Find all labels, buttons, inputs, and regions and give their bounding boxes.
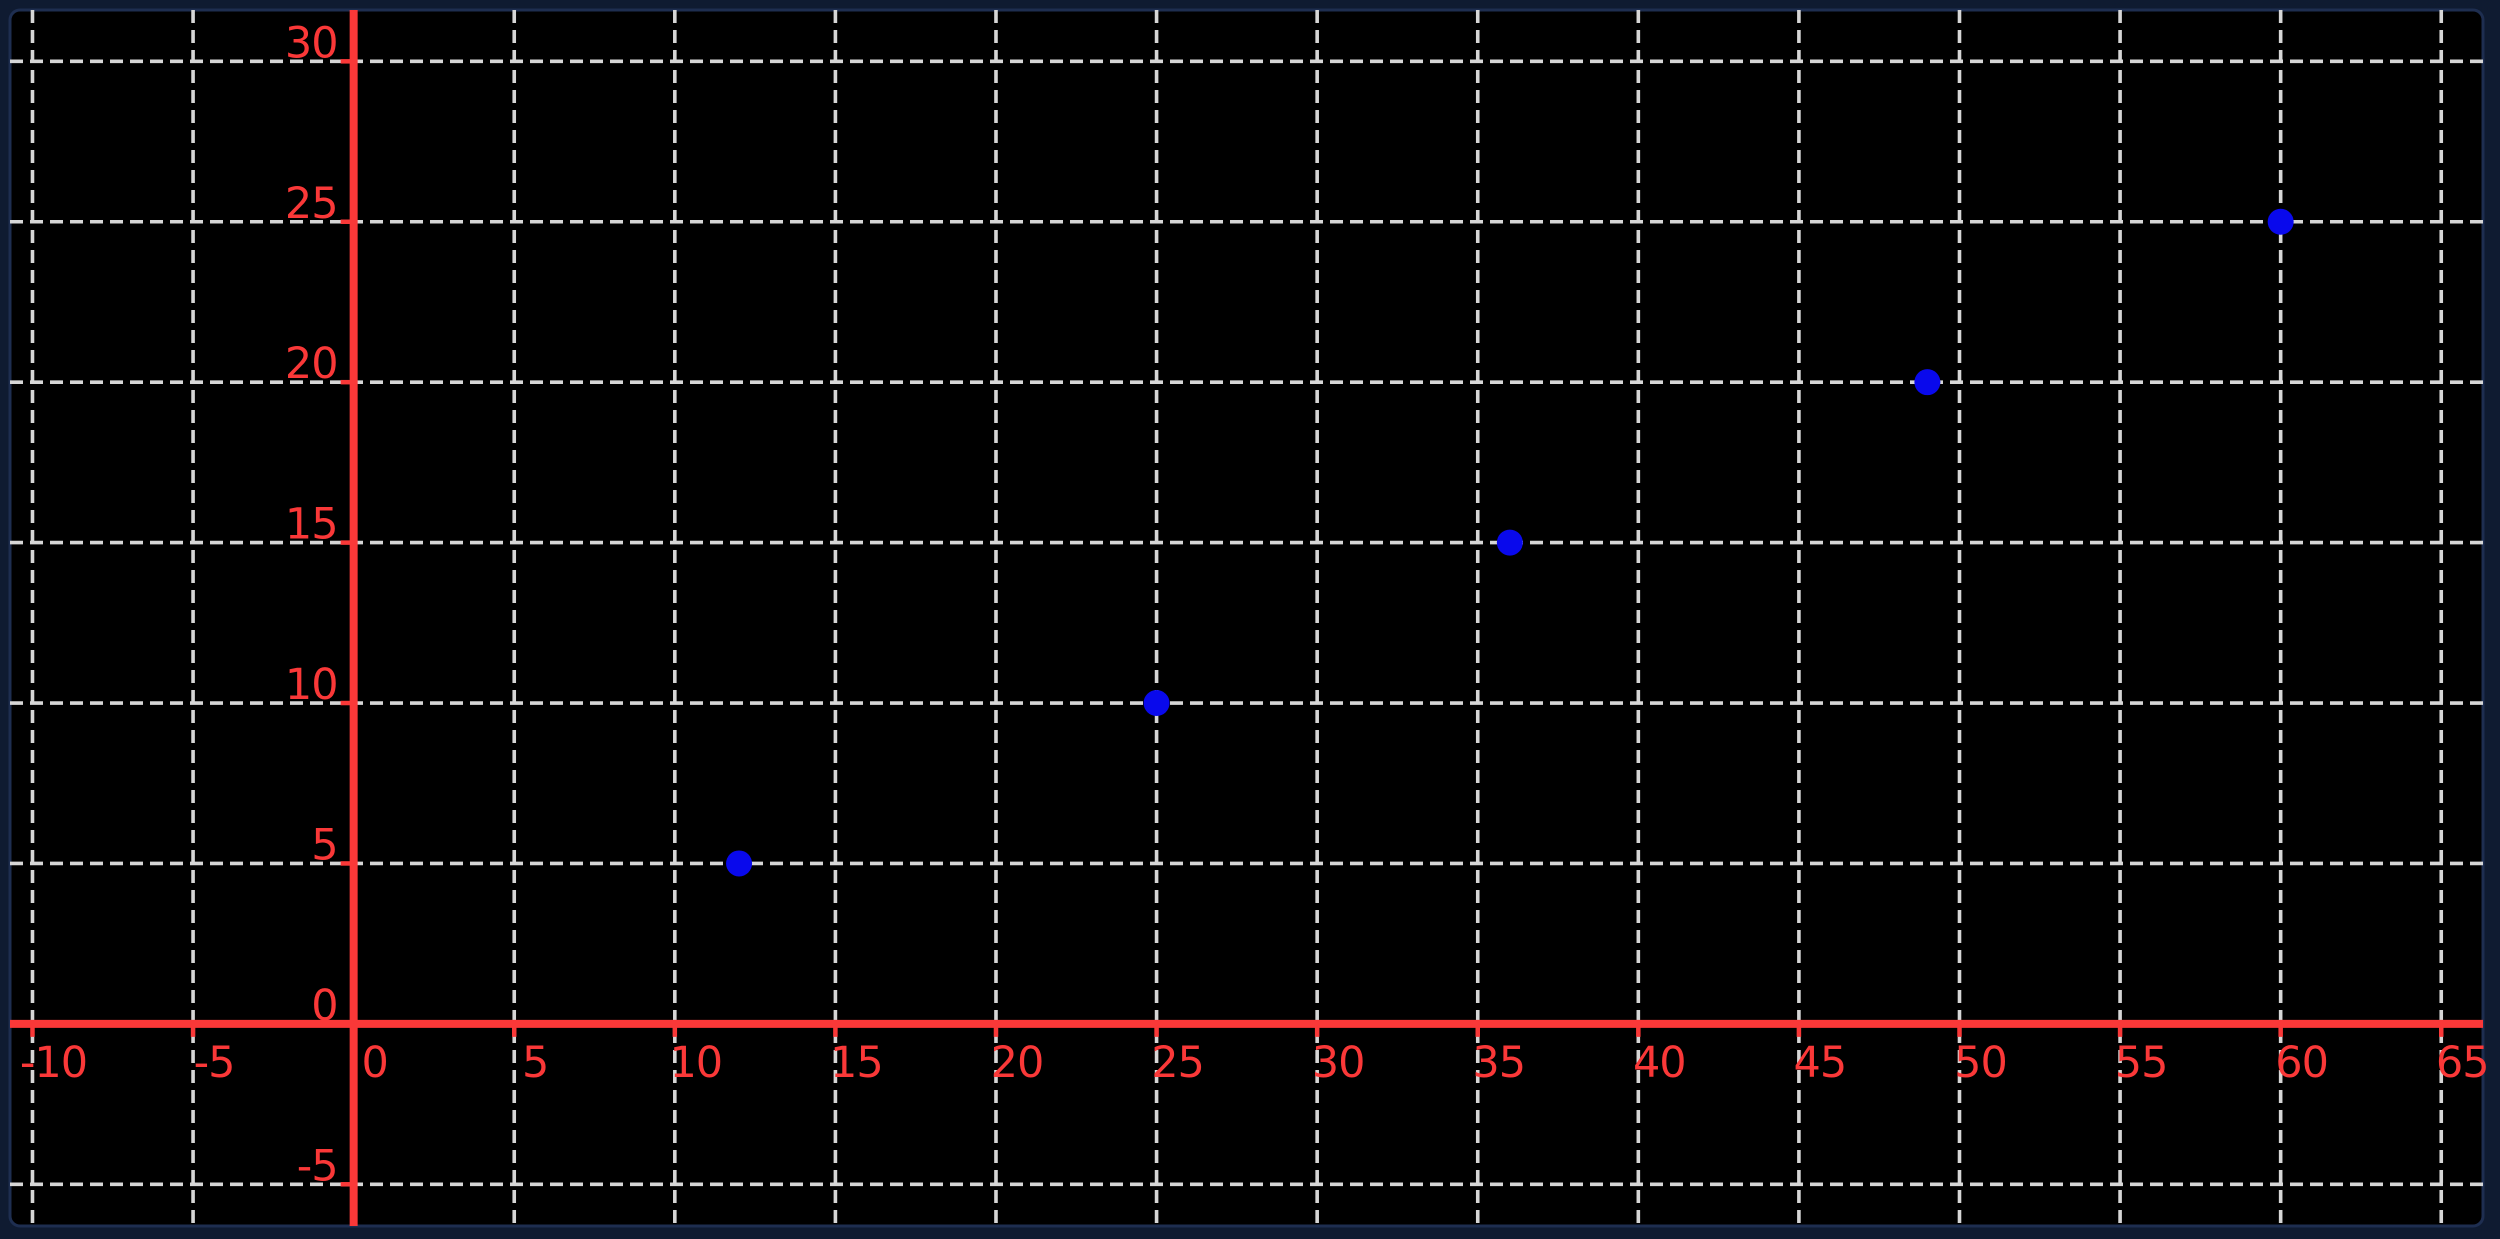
x-tick-label: 35 [1472, 1038, 1525, 1088]
data-point [726, 850, 753, 877]
x-tick-label: 30 [1312, 1038, 1365, 1088]
x-tick-label: 55 [2115, 1038, 2168, 1088]
x-tick-label: -5 [194, 1038, 235, 1088]
x-tick-label: 65 [2436, 1038, 2489, 1088]
y-tick-label: -5 [297, 1141, 338, 1191]
x-tick-label: 15 [830, 1038, 883, 1088]
plot-area [8, 8, 2485, 1228]
data-point [1143, 690, 1170, 717]
x-tick-label: 5 [522, 1038, 548, 1088]
y-tick-label: 10 [285, 660, 338, 710]
data-point [2267, 208, 2294, 235]
data-point [1914, 369, 1941, 396]
y-tick-label: 30 [285, 18, 338, 68]
x-tick-label: 60 [2275, 1038, 2328, 1088]
x-tick-label: 50 [1954, 1038, 2007, 1088]
y-tick-label: 20 [285, 339, 338, 389]
x-tick-label: 10 [669, 1038, 722, 1088]
y-tick-label: 0 [311, 981, 337, 1031]
x-tick-label: 0 [361, 1038, 387, 1088]
x-tick-label: 40 [1633, 1038, 1686, 1088]
x-tick-label: 45 [1794, 1038, 1847, 1088]
data-point [1496, 529, 1523, 556]
y-tick-label: 5 [311, 820, 337, 870]
x-tick-label: -10 [20, 1038, 87, 1088]
x-tick-label: 25 [1151, 1038, 1204, 1088]
y-tick-label: 15 [285, 500, 338, 550]
y-tick-label: 25 [285, 179, 338, 229]
x-tick-label: 20 [991, 1038, 1044, 1088]
